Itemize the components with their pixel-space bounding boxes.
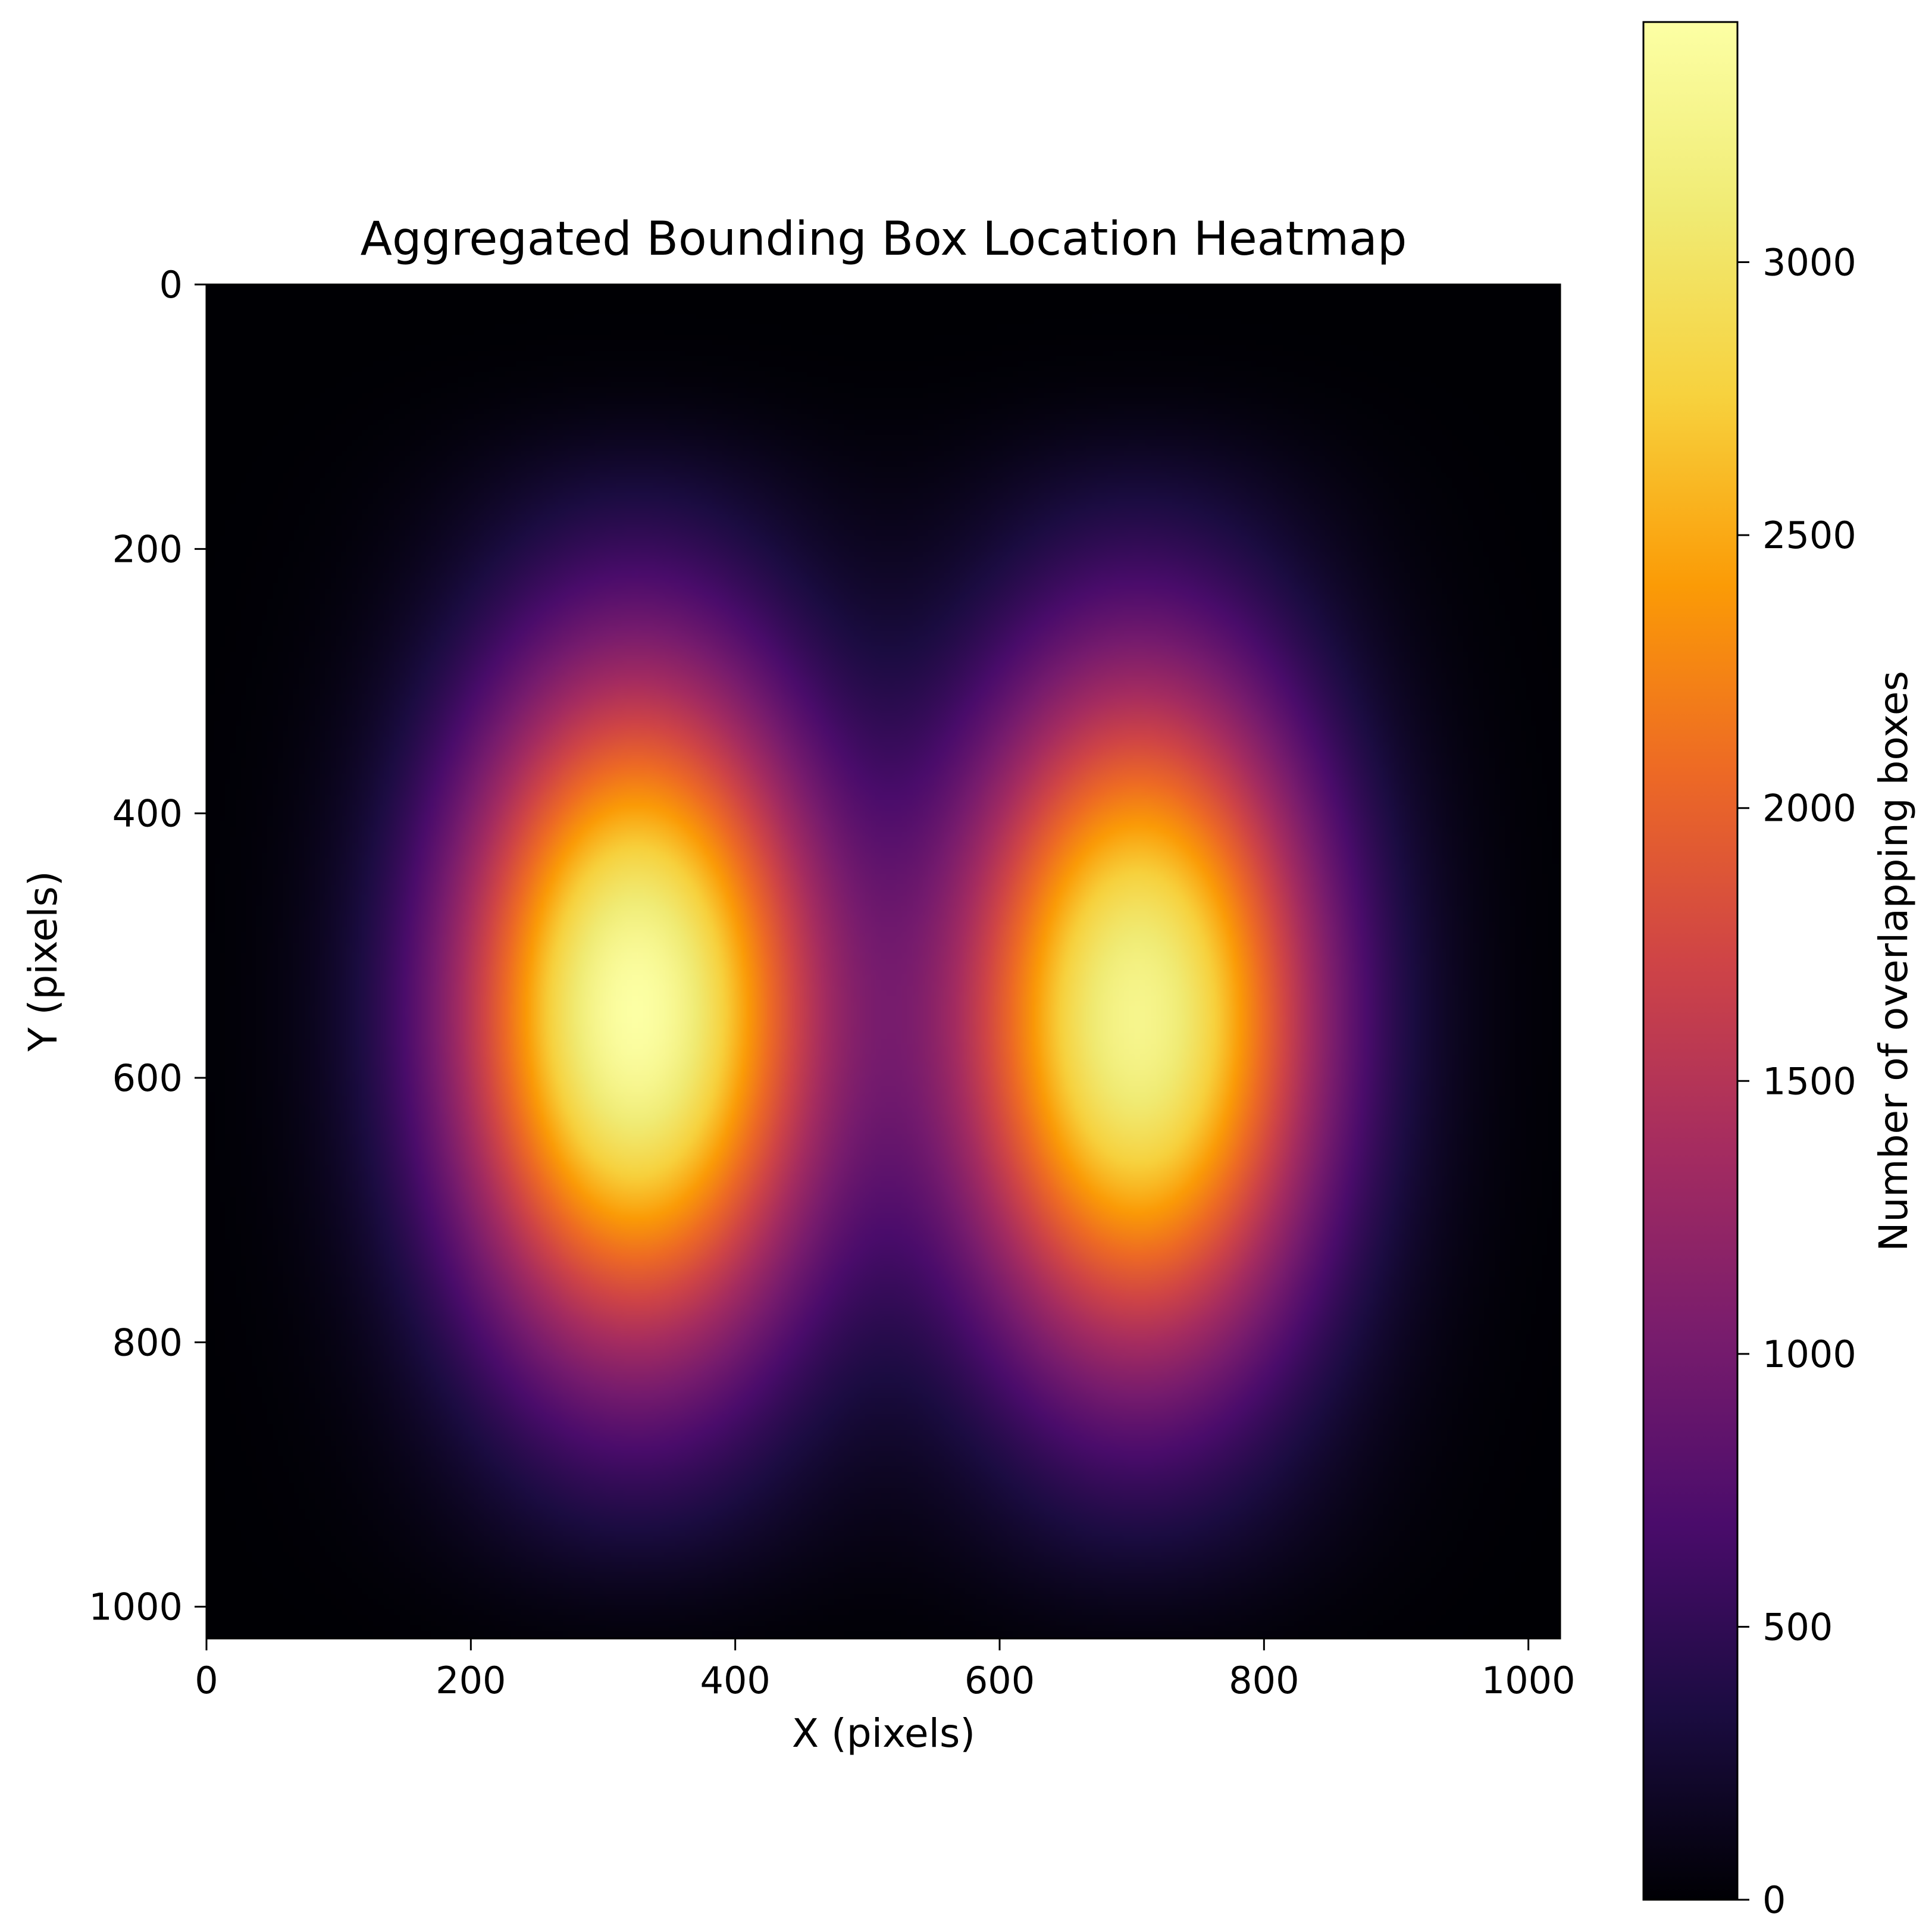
heatmap-plot-area <box>205 283 1561 1640</box>
x-tick-label: 800 <box>1229 1659 1299 1702</box>
y-tick-label: 800 <box>112 1321 183 1364</box>
y-axis-ticks: 0 200 400 600 800 1000 <box>89 263 206 1629</box>
colorbar-tick-label: 1000 <box>1762 1333 1856 1376</box>
x-tick-label: 1000 <box>1482 1659 1576 1702</box>
colorbar-tick-label: 2000 <box>1762 787 1856 830</box>
y-tick-label: 400 <box>112 792 183 836</box>
colorbar-ticks: 0 500 1000 1500 2000 2500 3000 <box>1737 241 1856 1917</box>
y-tick-label: 1000 <box>89 1585 183 1629</box>
y-axis-label: Y (pixels) <box>20 871 66 1052</box>
x-tick-label: 600 <box>965 1659 1035 1702</box>
x-axis-ticks: 0 200 400 600 800 1000 <box>195 1638 1576 1702</box>
y-tick-label: 600 <box>112 1056 183 1100</box>
plot-frame <box>205 283 1561 1640</box>
colorbar-label: Number of overlapping boxes <box>1871 671 1917 1252</box>
colorbar-tick-label: 3000 <box>1762 241 1856 284</box>
colorbar-tick-label: 0 <box>1762 1878 1786 1917</box>
colorbar-gradient <box>1642 21 1739 1901</box>
x-tick-label: 400 <box>700 1659 771 1702</box>
heatmap-image <box>206 284 1560 1638</box>
colorbar-tick-label: 2500 <box>1762 514 1856 557</box>
y-tick-label: 0 <box>159 263 183 307</box>
colorbar-tick-label: 1500 <box>1762 1059 1856 1103</box>
x-tick-label: 0 <box>195 1659 218 1702</box>
chart-title: Aggregated Bounding Box Location Heatmap <box>361 212 1407 266</box>
x-axis-label: X (pixels) <box>792 1710 975 1756</box>
x-tick-label: 200 <box>436 1659 506 1702</box>
colorbar-tick-label: 500 <box>1762 1605 1833 1649</box>
y-tick-label: 200 <box>112 527 183 571</box>
colorbar: 0 500 1000 1500 2000 2500 3000 Number of overl… <box>1642 21 1917 1917</box>
